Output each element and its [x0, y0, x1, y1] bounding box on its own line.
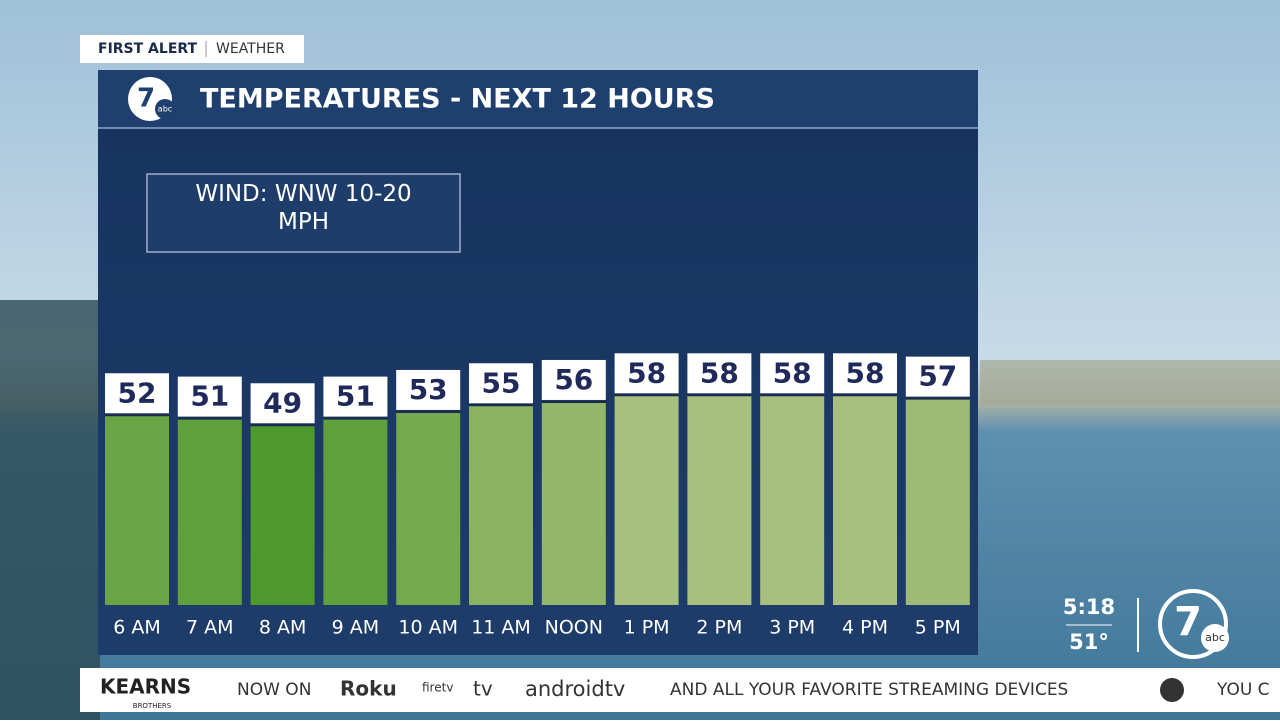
wind-text: WIND: WNW 10-20 MPH — [195, 181, 412, 235]
value-label-box — [250, 383, 315, 424]
bar — [541, 401, 606, 605]
value-label: 58 — [627, 356, 666, 389]
value-label-box — [541, 359, 606, 400]
x-tick-label: 9 AM — [332, 617, 380, 639]
value-label-box — [323, 376, 388, 417]
panel-header — [98, 70, 978, 128]
ticker-item: YOU C — [1216, 680, 1270, 700]
corner-logo — [1158, 589, 1228, 659]
bar — [905, 398, 970, 605]
value-label-box — [469, 363, 533, 404]
ticker-logo — [1160, 678, 1184, 702]
bar — [687, 395, 752, 605]
x-tick-label: 8 AM — [259, 617, 307, 639]
clock-temp: 51° — [1069, 630, 1109, 654]
logo-badge — [155, 99, 175, 119]
ticker-item: firetv — [422, 681, 453, 695]
sponsor-sub: BROTHERS — [133, 702, 172, 710]
ticker-item: tv — [473, 677, 493, 701]
bar — [105, 415, 169, 605]
value-label: 58 — [700, 356, 739, 389]
x-tick-label: 4 PM — [842, 617, 888, 639]
wind-wrap: WIND: WNW 10-20 MPH — [195, 181, 412, 235]
ticker-item: androidtv — [525, 677, 625, 701]
wind-box — [146, 173, 461, 253]
value-label-box — [105, 373, 169, 414]
x-tick-label: 7 AM — [186, 617, 234, 639]
value-label: 52 — [118, 376, 157, 409]
value-label: 51 — [190, 380, 229, 413]
value-label: 56 — [554, 363, 593, 396]
logo-network: abc — [158, 105, 172, 114]
value-label: 51 — [336, 380, 375, 413]
x-tick-label: 10 AM — [398, 617, 458, 639]
value-label-box — [905, 356, 970, 397]
background-shore — [980, 360, 1280, 405]
x-tick-label: 1 PM — [624, 617, 670, 639]
chart-title: TEMPERATURES - NEXT 12 HOURS — [200, 84, 715, 115]
x-tick-label: 11 AM — [471, 617, 531, 639]
x-tick-label: NOON — [545, 617, 603, 639]
value-label: 57 — [918, 360, 957, 393]
value-label: 58 — [773, 356, 812, 389]
bar — [760, 395, 825, 605]
value-label-box — [687, 353, 752, 394]
value-label-box — [760, 353, 825, 394]
value-label-box — [177, 376, 242, 417]
ticker-item: Roku — [340, 677, 397, 701]
x-tick-label: 6 AM — [113, 617, 161, 639]
value-label: 53 — [409, 373, 448, 406]
bar — [323, 418, 388, 605]
ticker-item: AND ALL YOUR FAVORITE STREAMING DEVICES — [670, 680, 1068, 700]
bar — [250, 425, 315, 605]
ticker-item: NOW ON — [237, 680, 311, 700]
logo-number: 7 — [137, 84, 155, 114]
corner-logo-badge — [1201, 624, 1229, 652]
bar — [396, 411, 461, 605]
ticker — [80, 668, 1280, 712]
x-tick-label: 2 PM — [696, 617, 742, 639]
x-tick-label: 3 PM — [769, 617, 815, 639]
value-label-box — [833, 353, 897, 394]
section: WEATHER — [216, 41, 285, 57]
bar — [469, 405, 533, 605]
bars: 52 6 AM 51 7 AM 49 8 AM 51 9 AM 53 10 AM 55 11 AM 56… — [105, 353, 970, 639]
bar — [614, 395, 679, 605]
value-label-box — [614, 353, 679, 394]
clock-time: 5:18 — [1063, 595, 1115, 619]
corner-logo-number: 7 — [1174, 599, 1202, 645]
panel — [98, 70, 978, 655]
value-label-box — [396, 369, 461, 410]
x-tick-label: 5 PM — [915, 617, 961, 639]
brand-tag — [80, 35, 304, 63]
brand: FIRST ALERT — [98, 41, 198, 57]
background-ship — [0, 300, 100, 720]
value-label: 49 — [263, 386, 302, 419]
value-label: 58 — [846, 356, 885, 389]
corner-logo-network: abc — [1205, 631, 1225, 644]
sponsor: KEARNS — [100, 675, 191, 699]
value-label: 55 — [482, 366, 521, 399]
bar — [177, 418, 242, 605]
bar — [833, 395, 897, 605]
